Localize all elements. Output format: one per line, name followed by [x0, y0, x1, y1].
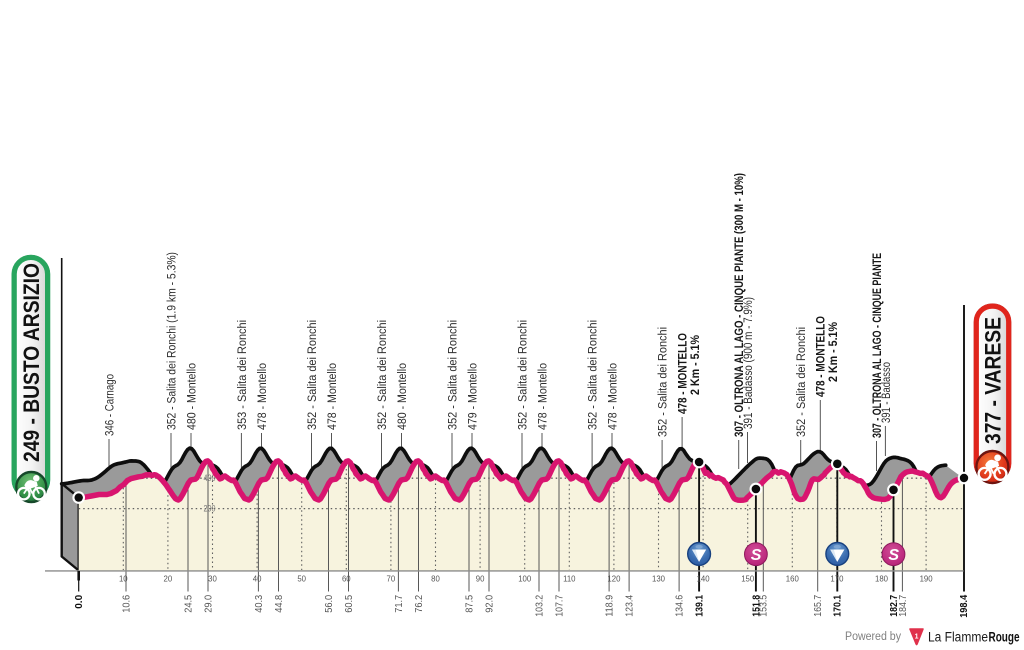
svg-text:118.9: 118.9 [605, 594, 616, 616]
svg-text:153.5: 153.5 [759, 594, 770, 616]
svg-text:151.8: 151.8 [751, 594, 762, 616]
svg-text:353 - Salita dei Ronchi: 353 - Salita dei Ronchi [235, 320, 249, 430]
svg-text:29.0: 29.0 [203, 594, 214, 612]
svg-text:44.8: 44.8 [274, 594, 285, 612]
svg-text:479 - Montello: 479 - Montello [465, 363, 479, 430]
svg-text:200: 200 [204, 503, 216, 513]
svg-text:352 - Salita dei Ronchi: 352 - Salita dei Ronchi [445, 320, 459, 430]
svg-text:377 - VARESE: 377 - VARESE [981, 317, 1006, 444]
svg-text:76.2: 76.2 [414, 594, 425, 612]
svg-text:70: 70 [387, 575, 396, 584]
svg-text:Rouge: Rouge [989, 630, 1020, 645]
svg-text:0.0: 0.0 [74, 594, 85, 608]
svg-text:165.7: 165.7 [813, 594, 824, 616]
svg-text:391 - Badasso: 391 - Badasso [879, 362, 893, 423]
svg-text:184.7: 184.7 [898, 594, 909, 616]
svg-text:40.3: 40.3 [254, 594, 265, 612]
svg-text:352 - Salita dei Ronchi: 352 - Salita dei Ronchi [515, 320, 529, 430]
svg-text:400: 400 [204, 473, 216, 483]
svg-text:40: 40 [253, 575, 262, 584]
svg-text:La Flamme: La Flamme [928, 630, 988, 645]
svg-text:352 - Salita dei Ronchi: 352 - Salita dei Ronchi [794, 327, 808, 437]
svg-text:S: S [751, 547, 762, 564]
svg-text:60: 60 [342, 575, 351, 584]
svg-text:391 - Badasso (900 m - 7.9%): 391 - Badasso (900 m - 7.9%) [741, 297, 755, 429]
svg-text:87.5: 87.5 [464, 594, 475, 612]
svg-text:90: 90 [476, 575, 485, 584]
svg-text:170.1: 170.1 [833, 594, 844, 616]
svg-text:123.4: 123.4 [625, 594, 636, 616]
svg-text:50: 50 [297, 575, 306, 584]
svg-text:190: 190 [920, 575, 934, 584]
svg-text:478 - Montello: 478 - Montello [325, 363, 339, 430]
svg-text:24.5: 24.5 [183, 594, 194, 612]
svg-text:480 - Montello: 480 - Montello [395, 363, 409, 430]
svg-text:352 - Salita dei Ronchi: 352 - Salita dei Ronchi [586, 320, 600, 430]
svg-text:307 - OLTRONA AL LAGO - CINQUE: 307 - OLTRONA AL LAGO - CINQUE PIANTE [870, 253, 884, 438]
svg-text:198.4: 198.4 [959, 594, 970, 617]
svg-text:160: 160 [786, 575, 800, 584]
svg-text:103.2: 103.2 [534, 594, 545, 616]
svg-text:249 - BUSTO ARSIZIO: 249 - BUSTO ARSIZIO [19, 263, 44, 462]
svg-text:30: 30 [208, 575, 217, 584]
svg-text:2 Km - 5.1%: 2 Km - 5.1% [688, 335, 702, 395]
svg-text:60.5: 60.5 [344, 594, 355, 612]
svg-text:120: 120 [607, 575, 621, 584]
svg-text:478 - Montello: 478 - Montello [605, 363, 619, 430]
svg-text:480 - Montello: 480 - Montello [184, 363, 198, 430]
svg-text:150: 150 [741, 575, 755, 584]
svg-text:71.7: 71.7 [394, 594, 405, 612]
svg-text:352 - Salita dei Ronchi: 352 - Salita dei Ronchi [305, 320, 319, 430]
svg-text:130: 130 [652, 575, 666, 584]
svg-text:140: 140 [697, 575, 711, 584]
svg-text:92.0: 92.0 [484, 594, 495, 612]
svg-text:20: 20 [164, 575, 173, 584]
svg-text:139.1: 139.1 [695, 594, 706, 616]
svg-text:107.7: 107.7 [554, 594, 565, 616]
svg-text:80: 80 [431, 575, 440, 584]
svg-text:346 - Carnago: 346 - Carnago [102, 374, 116, 436]
svg-text:478 - MONTELLO: 478 - MONTELLO [814, 316, 828, 397]
svg-text:10.6: 10.6 [121, 594, 132, 612]
svg-text:56.0: 56.0 [324, 594, 335, 612]
svg-text:134.6: 134.6 [675, 594, 686, 616]
svg-text:180: 180 [875, 575, 889, 584]
svg-text:Powered by: Powered by [845, 631, 901, 643]
svg-text:170: 170 [830, 575, 844, 584]
svg-text:110: 110 [563, 575, 576, 584]
svg-text:478 - Montello: 478 - Montello [255, 363, 269, 430]
svg-text:100: 100 [518, 575, 532, 584]
svg-text:352 - Salita dei Ronchi: 352 - Salita dei Ronchi [656, 327, 670, 437]
svg-text:352 - Salita dei Ronchi: 352 - Salita dei Ronchi [375, 320, 389, 430]
svg-text:182.7: 182.7 [889, 594, 900, 616]
svg-text:307 - OLTRONA AL LAGO - CINQUE: 307 - OLTRONA AL LAGO - CINQUE PIANTE (3… [732, 173, 746, 437]
svg-text:352 - Salita dei Ronchi (1.9 k: 352 - Salita dei Ronchi (1.9 km - 5.3%) [164, 252, 178, 430]
svg-text:1: 1 [915, 634, 919, 641]
svg-text:478 - MONTELLO: 478 - MONTELLO [676, 333, 690, 414]
svg-text:478 - Montello: 478 - Montello [535, 363, 549, 430]
svg-text:S: S [888, 547, 899, 564]
svg-text:10: 10 [119, 575, 128, 584]
svg-text:2 Km - 5.1%: 2 Km - 5.1% [826, 322, 840, 382]
